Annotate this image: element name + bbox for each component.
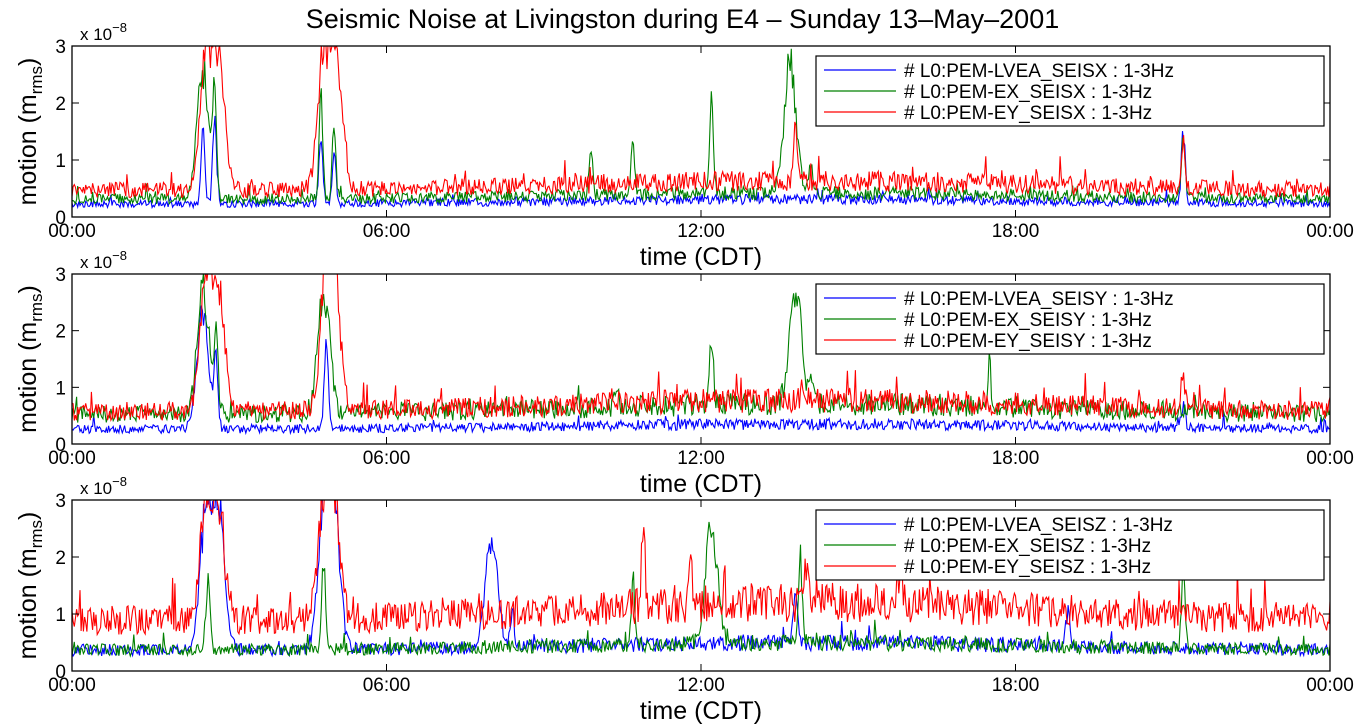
x-axis-label: time (CDT) — [640, 243, 762, 271]
series-line-2 — [72, 48, 1330, 206]
y-axis-label: motion (mrms) — [14, 512, 46, 660]
x-tick-label: 00:00 — [1306, 675, 1354, 696]
legend-box — [815, 283, 1325, 355]
x-tick-label: 00:00 — [48, 448, 96, 469]
x-tick-label: 06:00 — [363, 448, 411, 469]
x-tick-label: 06:00 — [363, 221, 411, 242]
y-tick-label: 0 — [55, 662, 66, 683]
x-tick-label: 12:00 — [677, 448, 725, 469]
y-tick-label: 2 — [55, 548, 66, 569]
legend-label: # L0:PEM-EX_SEISZ : 1-3Hz — [904, 536, 1151, 557]
x-tick-label: 18:00 — [992, 221, 1040, 242]
x-tick-label: 18:00 — [992, 675, 1040, 696]
legend-label: # L0:PEM-EX_SEISY : 1-3Hz — [904, 310, 1152, 331]
y-tick-label: 0 — [55, 435, 66, 456]
y-axis-label: motion (mrms) — [14, 285, 46, 433]
series-line-3 — [72, 274, 1330, 423]
x-tick-label: 12:00 — [677, 221, 725, 242]
y-tick-label: 1 — [55, 151, 66, 172]
y-multiplier: x 10−8 — [80, 20, 127, 44]
y-tick-label: 0 — [55, 208, 66, 229]
x-tick-label: 00:00 — [1306, 221, 1354, 242]
series-line-1 — [72, 115, 1330, 210]
series-line-1 — [72, 305, 1330, 436]
legend-label: # L0:PEM-EY_SEISZ : 1-3Hz — [904, 557, 1151, 578]
legend-label: # L0:PEM-EY_SEISY : 1-3Hz — [904, 331, 1152, 352]
y-tick-label: 3 — [55, 37, 66, 58]
y-tick-label: 3 — [55, 491, 66, 512]
y-multiplier: x 10−8 — [80, 474, 127, 498]
y-axis-label: motion (mrms) — [14, 58, 46, 206]
x-tick-label: 00:00 — [48, 221, 96, 242]
x-tick-label: 00:00 — [48, 675, 96, 696]
legend-label: # L0:PEM-EX_SEISX : 1-3Hz — [904, 82, 1152, 103]
legend-box — [815, 509, 1325, 581]
y-tick-label: 1 — [55, 605, 66, 626]
series-line-3 — [72, 500, 1330, 637]
y-tick-label: 2 — [55, 94, 66, 115]
legend-box — [815, 55, 1325, 127]
legend-label: # L0:PEM-LVEA_SEISZ : 1-3Hz — [904, 515, 1173, 536]
x-tick-label: 18:00 — [992, 448, 1040, 469]
y-multiplier: x 10−8 — [80, 248, 127, 272]
legend-label: # L0:PEM-LVEA_SEISX : 1-3Hz — [904, 61, 1174, 82]
y-tick-label: 3 — [55, 265, 66, 286]
y-tick-label: 2 — [55, 322, 66, 343]
y-tick-label: 1 — [55, 378, 66, 399]
x-axis-label: time (CDT) — [640, 697, 762, 725]
series-line-3 — [72, 46, 1330, 199]
series-line-2 — [72, 521, 1330, 658]
x-tick-label: 12:00 — [677, 675, 725, 696]
series-line-1 — [72, 500, 1330, 658]
x-axis-label: time (CDT) — [640, 470, 762, 498]
x-tick-label: 00:00 — [1306, 448, 1354, 469]
legend-label: # L0:PEM-EY_SEISX : 1-3Hz — [904, 103, 1152, 124]
chart-title: Seismic Noise at Livingston during E4 – … — [305, 4, 1060, 34]
x-tick-label: 06:00 — [363, 675, 411, 696]
legend-label: # L0:PEM-LVEA_SEISY : 1-3Hz — [904, 289, 1174, 310]
